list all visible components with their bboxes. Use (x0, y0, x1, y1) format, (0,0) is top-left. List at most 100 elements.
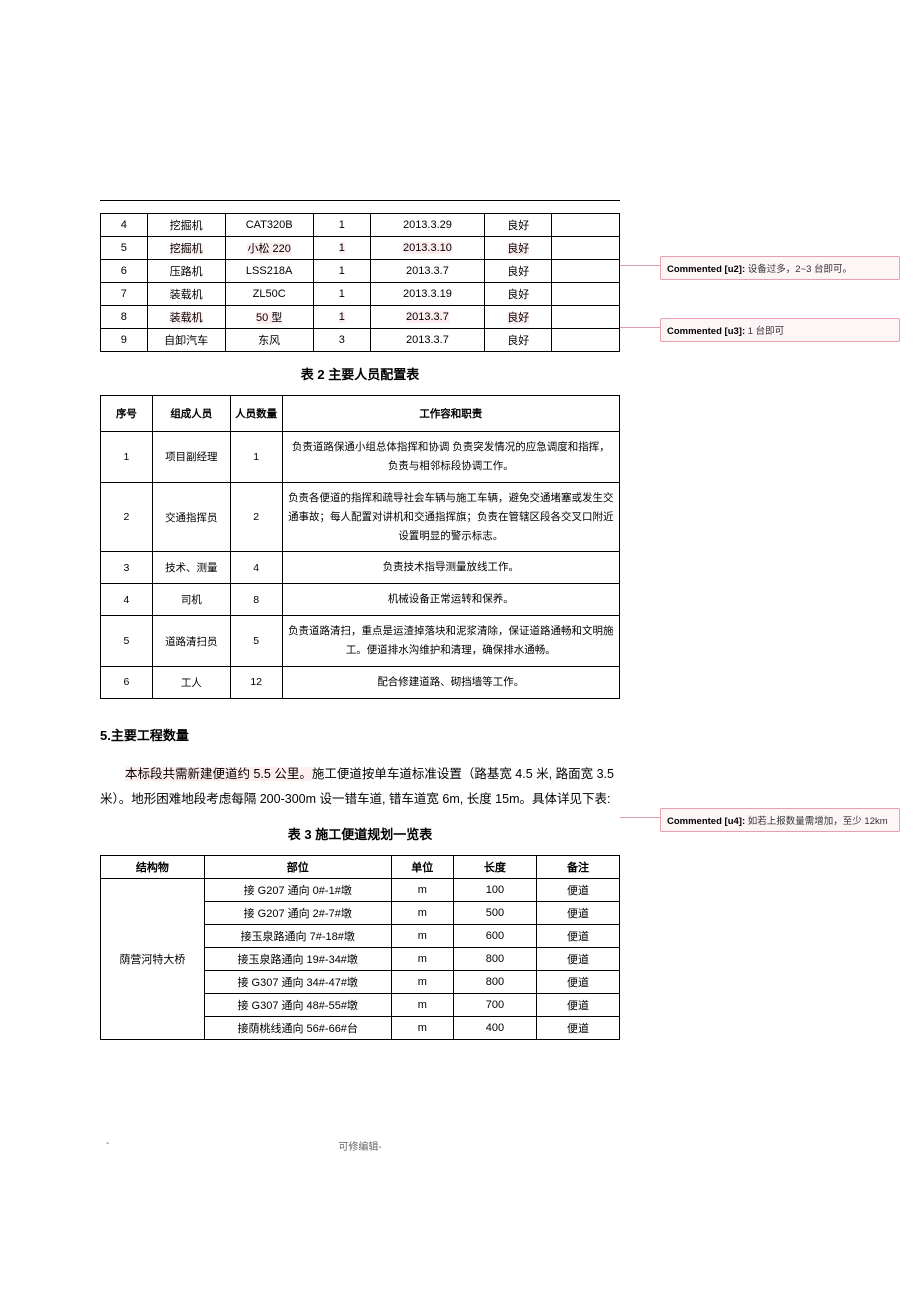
comment-box[interactable]: Commented [u3]: 1 台即可 (660, 318, 900, 342)
comment-text: 设备过多，2~3 台即可。 (745, 264, 852, 275)
comment-text: 1 台即可 (745, 326, 784, 337)
table-row: 5挖掘机小松 22012013.3.10良好 (101, 237, 620, 260)
table-cell: 道路清扫员 (152, 616, 230, 667)
para1-highlight: 本标段共需新建便道约 5.5 公里。 (125, 767, 312, 781)
table-cell: 接 G207 通向 0#-1#墩 (204, 878, 391, 901)
table-cell: 3 (101, 552, 153, 584)
table-cell: m (391, 901, 453, 924)
table-cell: 良好 (485, 260, 552, 283)
table-cell: 便道 (536, 1016, 619, 1039)
table-cell: 4 (230, 552, 282, 584)
table-cell: 2013.3.19 (370, 283, 484, 306)
table-cell: 2013.3.7 (370, 329, 484, 352)
table-cell: 良好 (485, 306, 552, 329)
table-cell: 800 (453, 970, 536, 993)
table-header: 结构物 (101, 855, 205, 878)
page-content: 4挖掘机CAT320B12013.3.29良好5挖掘机小松 22012013.3… (100, 200, 620, 1040)
comment-label: Commented [u4]: (667, 816, 745, 827)
table-cell: 5 (101, 237, 148, 260)
comment-label: Commented [u3]: (667, 326, 745, 337)
table-row: 3技术、测量4负责技术指导测量放线工作。 (101, 552, 620, 584)
table-cell: 荫营河特大桥 (101, 878, 205, 1039)
table-cell: 500 (453, 901, 536, 924)
comment-box[interactable]: Commented [u4]: 如若上报数量需增加，至少 12km (660, 808, 900, 832)
comment-label: Commented [u2]: (667, 264, 745, 275)
table-cell: 负责道路保通小组总体指挥和协调 负责突发情况的应急调度和指挥，负责与相邻标段协调… (282, 432, 619, 483)
table-cell: m (391, 878, 453, 901)
table-cell (552, 214, 620, 237)
table-cell (552, 306, 620, 329)
table-cell: 司机 (152, 584, 230, 616)
road-table: 结构物部位单位长度备注 荫营河特大桥接 G207 通向 0#-1#墩m100便道… (100, 855, 620, 1040)
table-cell: 1 (313, 306, 370, 329)
table-header: 部位 (204, 855, 391, 878)
table-cell: LSS218A (225, 260, 313, 283)
table-cell: m (391, 993, 453, 1016)
section5-heading: 5.主要工程数量 (100, 725, 620, 744)
table-cell: 良好 (485, 283, 552, 306)
table-cell: 2013.3.7 (370, 260, 484, 283)
table-cell: 压路机 (147, 260, 225, 283)
table-cell: 9 (101, 329, 148, 352)
table-cell: ZL50C (225, 283, 313, 306)
comment-box[interactable]: Commented [u2]: 设备过多，2~3 台即可。 (660, 256, 900, 280)
table-cell: 5 (230, 616, 282, 667)
table-cell: 1 (313, 260, 370, 283)
table-cell: 50 型 (225, 306, 313, 329)
table-cell: 8 (230, 584, 282, 616)
table-cell: 1 (101, 432, 153, 483)
table-row: 5道路清扫员5负责道路清扫，重点是运渣掉落块和泥浆清除，保证道路通畅和文明施工。… (101, 616, 620, 667)
table-cell: 良好 (485, 237, 552, 260)
table-cell: 4 (101, 584, 153, 616)
table-cell: 1 (313, 283, 370, 306)
table-row: 7装载机ZL50C12013.3.19良好 (101, 283, 620, 306)
table-cell: 负责各便道的指挥和疏导社会车辆与施工车辆，避免交通堵塞或发生交通事故；每人配置对… (282, 482, 619, 552)
table-cell: 接玉泉路通向 19#-34#墩 (204, 947, 391, 970)
table-cell: 技术、测量 (152, 552, 230, 584)
table-cell (552, 260, 620, 283)
table-cell: 2 (101, 482, 153, 552)
table-cell: m (391, 924, 453, 947)
table-cell: 2013.3.10 (370, 237, 484, 260)
table-cell: 12 (230, 667, 282, 699)
table-cell: 项目副经理 (152, 432, 230, 483)
footer-text: 可修编辑- (100, 1138, 620, 1153)
table-cell: 7 (101, 283, 148, 306)
table-row: 4司机8机械设备正常运转和保养。 (101, 584, 620, 616)
table-cell: 2013.3.7 (370, 306, 484, 329)
table-row: 8装载机50 型12013.3.7良好 (101, 306, 620, 329)
table3-caption: 表 3 施工便道规划一览表 (100, 824, 620, 843)
table-cell: 6 (101, 667, 153, 699)
table-cell: 800 (453, 947, 536, 970)
table-cell: 接荫桃线通向 56#-66#台 (204, 1016, 391, 1039)
table-header: 单位 (391, 855, 453, 878)
table-row: 9自卸汽车东风32013.3.7良好 (101, 329, 620, 352)
table-cell: 交通指挥员 (152, 482, 230, 552)
table-header: 组成人员 (152, 396, 230, 432)
table-cell: 负责道路清扫，重点是运渣掉落块和泥浆清除，保证道路通畅和文明施工。便道排水沟维护… (282, 616, 619, 667)
table-cell: 3 (313, 329, 370, 352)
table-cell: 挖掘机 (147, 237, 225, 260)
table-header: 长度 (453, 855, 536, 878)
table2-caption: 表 2 主要人员配置表 (100, 364, 620, 383)
table-row: 1项目副经理1负责道路保通小组总体指挥和协调 负责突发情况的应急调度和指挥，负责… (101, 432, 620, 483)
comment-text: 如若上报数量需增加，至少 12km (745, 816, 888, 827)
header-rule (100, 200, 620, 201)
table-cell: 400 (453, 1016, 536, 1039)
table-header: 序号 (101, 396, 153, 432)
table-cell: 接 G307 通向 34#-47#墩 (204, 970, 391, 993)
table-cell: 1 (230, 432, 282, 483)
table-cell (552, 283, 620, 306)
table-header: 人员数量 (230, 396, 282, 432)
table-cell: 2 (230, 482, 282, 552)
table-cell: 便道 (536, 878, 619, 901)
table-cell: 配合修建道路、砌挡墙等工作。 (282, 667, 619, 699)
table-cell (552, 237, 620, 260)
table-cell: 2013.3.29 (370, 214, 484, 237)
table-cell: 6 (101, 260, 148, 283)
table-cell: 700 (453, 993, 536, 1016)
table-cell: 1 (313, 237, 370, 260)
table-cell: 东风 (225, 329, 313, 352)
table-row: 6压路机LSS218A12013.3.7良好 (101, 260, 620, 283)
table-cell: 8 (101, 306, 148, 329)
